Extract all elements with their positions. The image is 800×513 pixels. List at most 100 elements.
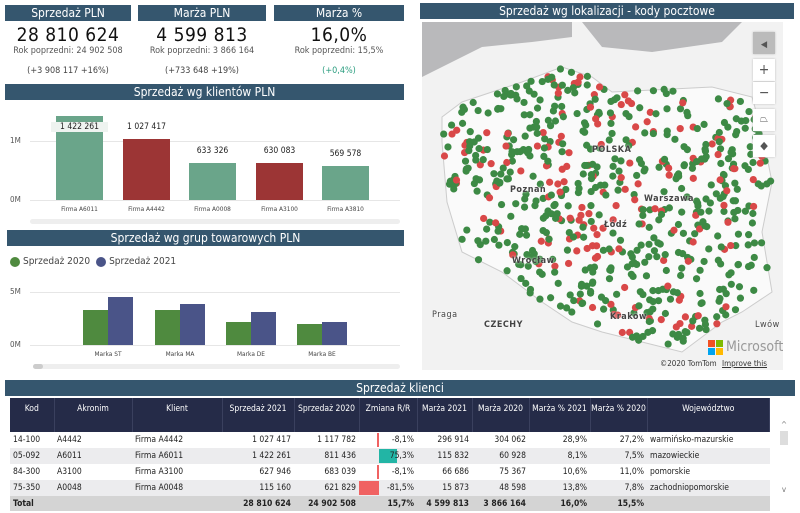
location-point-growth[interactable]: [513, 148, 521, 156]
location-point-growth[interactable]: [636, 104, 644, 112]
location-point-growth[interactable]: [705, 245, 713, 253]
location-point-growth[interactable]: [474, 237, 482, 245]
location-point-growth[interactable]: [630, 309, 638, 317]
location-point-growth[interactable]: [662, 89, 670, 98]
location-point-growth[interactable]: [459, 103, 467, 111]
location-point-decline[interactable]: [504, 129, 512, 138]
location-point-decline[interactable]: [681, 313, 689, 321]
location-point-growth[interactable]: [536, 295, 544, 303]
location-point-growth[interactable]: [680, 161, 688, 169]
location-point-growth[interactable]: [712, 190, 720, 198]
location-point-growth[interactable]: [652, 110, 660, 118]
location-point-decline[interactable]: [679, 99, 687, 107]
location-point-growth[interactable]: [578, 299, 586, 308]
location-point-growth[interactable]: [736, 294, 745, 302]
location-point-decline[interactable]: [566, 214, 574, 222]
location-point-growth[interactable]: [689, 317, 697, 325]
location-point-growth[interactable]: [501, 86, 509, 95]
location-point-growth[interactable]: [536, 180, 544, 188]
location-point-growth[interactable]: [641, 165, 649, 173]
location-point-growth[interactable]: [628, 333, 637, 341]
location-point-growth[interactable]: [731, 306, 740, 314]
location-point-growth[interactable]: [524, 262, 532, 270]
location-point-growth[interactable]: [607, 97, 615, 106]
location-point-growth[interactable]: [677, 271, 685, 280]
location-point-growth[interactable]: [523, 82, 531, 90]
location-point-decline[interactable]: [509, 251, 517, 259]
location-point-decline[interactable]: [588, 303, 597, 312]
location-point-growth[interactable]: [720, 207, 728, 216]
location-point-growth[interactable]: [715, 297, 723, 305]
location-point-growth[interactable]: [627, 250, 635, 258]
location-point-decline[interactable]: [660, 256, 668, 265]
location-point-growth[interactable]: [757, 239, 766, 247]
location-point-growth[interactable]: [727, 148, 735, 156]
location-point-growth[interactable]: [536, 255, 544, 263]
location-point-growth[interactable]: [696, 266, 704, 274]
location-point-growth[interactable]: [547, 191, 555, 199]
location-point-decline[interactable]: [537, 237, 545, 245]
location-point-growth[interactable]: [736, 97, 744, 106]
location-point-growth[interactable]: [614, 186, 622, 194]
location-point-decline[interactable]: [576, 73, 584, 81]
location-point-growth[interactable]: [497, 200, 506, 209]
location-point-growth[interactable]: [688, 164, 697, 172]
location-point-growth[interactable]: [522, 231, 531, 239]
zoom-in-button[interactable]: +: [753, 59, 775, 81]
location-point-growth[interactable]: [486, 218, 494, 226]
location-point-growth[interactable]: [617, 157, 625, 165]
location-point-growth[interactable]: [744, 241, 752, 249]
location-point-growth[interactable]: [463, 226, 471, 234]
location-point-growth[interactable]: [562, 185, 570, 194]
location-point-growth[interactable]: [700, 120, 708, 128]
location-point-growth[interactable]: [669, 330, 677, 338]
location-point-growth[interactable]: [569, 233, 578, 241]
scroll-up-icon[interactable]: ^: [780, 420, 788, 429]
location-point-decline[interactable]: [503, 158, 511, 167]
location-point-growth[interactable]: [590, 263, 599, 271]
location-point-growth[interactable]: [579, 233, 588, 241]
location-point-growth[interactable]: [526, 285, 535, 294]
location-point-decline[interactable]: [724, 218, 732, 226]
location-point-growth[interactable]: [683, 193, 691, 201]
location-point-growth[interactable]: [634, 87, 642, 95]
map-collapse-button[interactable]: ◀: [753, 32, 775, 54]
location-point-growth[interactable]: [508, 157, 516, 165]
location-point-growth[interactable]: [639, 211, 647, 220]
location-point-growth[interactable]: [734, 230, 743, 238]
location-point-decline[interactable]: [480, 214, 488, 223]
location-point-growth[interactable]: [461, 157, 470, 165]
location-point-growth[interactable]: [725, 271, 733, 279]
location-point-decline[interactable]: [651, 205, 659, 213]
chart2-scrollbar[interactable]: [33, 364, 400, 369]
location-point-decline[interactable]: [618, 328, 626, 337]
location-point-growth[interactable]: [684, 112, 692, 120]
location-point-decline[interactable]: [539, 128, 547, 137]
location-point-growth[interactable]: [679, 337, 687, 345]
location-point-growth[interactable]: [730, 208, 738, 217]
location-point-growth[interactable]: [545, 235, 553, 243]
location-point-growth[interactable]: [650, 234, 658, 242]
location-point-decline[interactable]: [756, 159, 764, 167]
column-header[interactable]: Marża 2021: [417, 398, 473, 432]
location-point-growth[interactable]: [518, 225, 526, 233]
location-point-growth[interactable]: [568, 308, 576, 316]
location-point-decline[interactable]: [716, 176, 724, 184]
location-point-growth[interactable]: [676, 105, 685, 113]
location-point-decline[interactable]: [564, 259, 573, 268]
location-point-decline[interactable]: [578, 203, 586, 212]
location-point-growth[interactable]: [678, 208, 686, 216]
improve-map-link[interactable]: Improve this map: [722, 359, 767, 370]
column-header[interactable]: Marża % 2021: [529, 398, 591, 432]
location-point-growth[interactable]: [450, 185, 458, 193]
scroll-thumb[interactable]: [780, 431, 788, 445]
location-point-decline[interactable]: [448, 130, 456, 138]
location-point-growth[interactable]: [579, 170, 587, 178]
location-point-decline[interactable]: [617, 174, 625, 182]
location-point-growth[interactable]: [733, 127, 741, 136]
location-point-growth[interactable]: [536, 268, 544, 276]
location-point-growth[interactable]: [526, 111, 534, 119]
location-point-growth[interactable]: [602, 191, 610, 199]
location-point-growth[interactable]: [731, 215, 739, 223]
location-point-growth[interactable]: [733, 185, 741, 193]
